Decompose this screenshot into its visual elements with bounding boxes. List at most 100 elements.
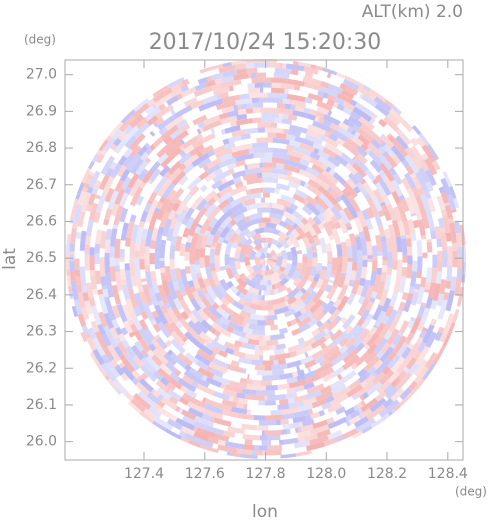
radar-band	[135, 160, 149, 176]
radar-band	[150, 388, 157, 395]
radar-band	[109, 161, 118, 170]
radar-band	[413, 288, 420, 293]
radar-band	[392, 173, 403, 186]
radar-band	[405, 165, 415, 176]
radar-band	[196, 383, 216, 396]
radar-band	[324, 395, 335, 404]
radar-band	[353, 216, 364, 233]
radar-band	[93, 211, 101, 224]
radar-band	[360, 266, 368, 279]
radar-band	[265, 222, 278, 229]
radar-band	[327, 110, 333, 117]
radar-band	[321, 358, 330, 367]
radar-band	[124, 186, 132, 195]
radar-band	[311, 163, 325, 174]
radar-band	[280, 418, 289, 425]
radar-band	[449, 222, 457, 244]
radar-band	[355, 158, 369, 173]
radar-band	[430, 267, 438, 284]
radar-band	[177, 377, 197, 393]
radar-band	[352, 124, 360, 132]
radar-band	[347, 172, 360, 186]
radar-band	[292, 277, 302, 288]
radar-band	[254, 250, 262, 258]
radar-band	[234, 260, 242, 270]
radar-band	[357, 86, 372, 98]
radar-band	[205, 342, 214, 351]
radar-band	[152, 282, 160, 294]
radar-band	[95, 148, 102, 155]
radar-band	[156, 336, 168, 350]
radar-band	[254, 283, 267, 291]
radar-band	[357, 368, 368, 378]
radar-band	[143, 202, 152, 213]
radar-band	[342, 78, 360, 91]
radar-band	[364, 350, 378, 365]
radar-band	[214, 433, 230, 442]
radar-band	[173, 213, 180, 219]
radar-band	[434, 331, 443, 342]
radar-band	[279, 398, 289, 405]
radar-band	[152, 87, 173, 103]
radar-band	[150, 319, 157, 326]
radar-band	[71, 223, 78, 229]
radar-band	[209, 326, 217, 335]
radar-band	[279, 374, 284, 380]
radar-band	[138, 378, 148, 388]
radar-band	[369, 159, 383, 173]
radar-band	[454, 184, 464, 201]
radar-band	[212, 401, 233, 412]
radar-band	[311, 222, 322, 235]
radar-band	[150, 338, 164, 353]
radar-band	[448, 185, 458, 199]
radar-band	[397, 331, 404, 337]
radar-band	[452, 309, 461, 324]
radar-band	[251, 298, 260, 305]
radar-band	[410, 233, 417, 241]
radar-band	[328, 305, 338, 315]
radar-band	[278, 265, 286, 273]
radar-band	[283, 164, 301, 174]
radar-band	[252, 117, 262, 124]
radar-band	[295, 317, 301, 324]
radar-band	[327, 194, 339, 206]
radar-band	[92, 288, 99, 295]
radar-band	[249, 217, 263, 226]
radar-band	[233, 234, 243, 244]
radar-band	[375, 234, 383, 252]
radar-band	[148, 191, 158, 202]
radar-band	[316, 59, 324, 66]
radar-band	[285, 206, 295, 215]
radar-band	[233, 452, 241, 459]
radar-band	[312, 142, 325, 152]
radar-band	[242, 434, 261, 441]
chart-title: 2017/10/24 15:20:30	[149, 30, 382, 55]
radar-band	[342, 181, 358, 199]
radar-band	[291, 256, 298, 268]
radar-band	[287, 78, 305, 87]
radar-band	[422, 324, 435, 344]
radar-band	[372, 274, 382, 293]
radar-band	[351, 393, 358, 401]
radar-band	[344, 191, 351, 198]
radar-band	[211, 321, 218, 329]
radar-band	[380, 236, 387, 243]
radar-band	[319, 361, 324, 368]
radar-band	[412, 349, 422, 360]
radar-band	[181, 409, 197, 421]
radar-band	[408, 286, 415, 295]
radar-band	[227, 135, 242, 144]
radar-band	[396, 342, 409, 358]
radar-band	[425, 296, 434, 309]
radar-band	[262, 374, 280, 381]
radar-band	[177, 209, 188, 223]
radar-band	[415, 195, 427, 216]
radar-band	[297, 316, 312, 328]
radar-band	[369, 397, 387, 413]
radar-band	[316, 197, 330, 211]
radar-band	[199, 444, 219, 455]
radar-band	[251, 142, 269, 149]
radar-band	[333, 271, 342, 286]
radar-band	[166, 306, 180, 325]
radar-band	[212, 374, 231, 386]
